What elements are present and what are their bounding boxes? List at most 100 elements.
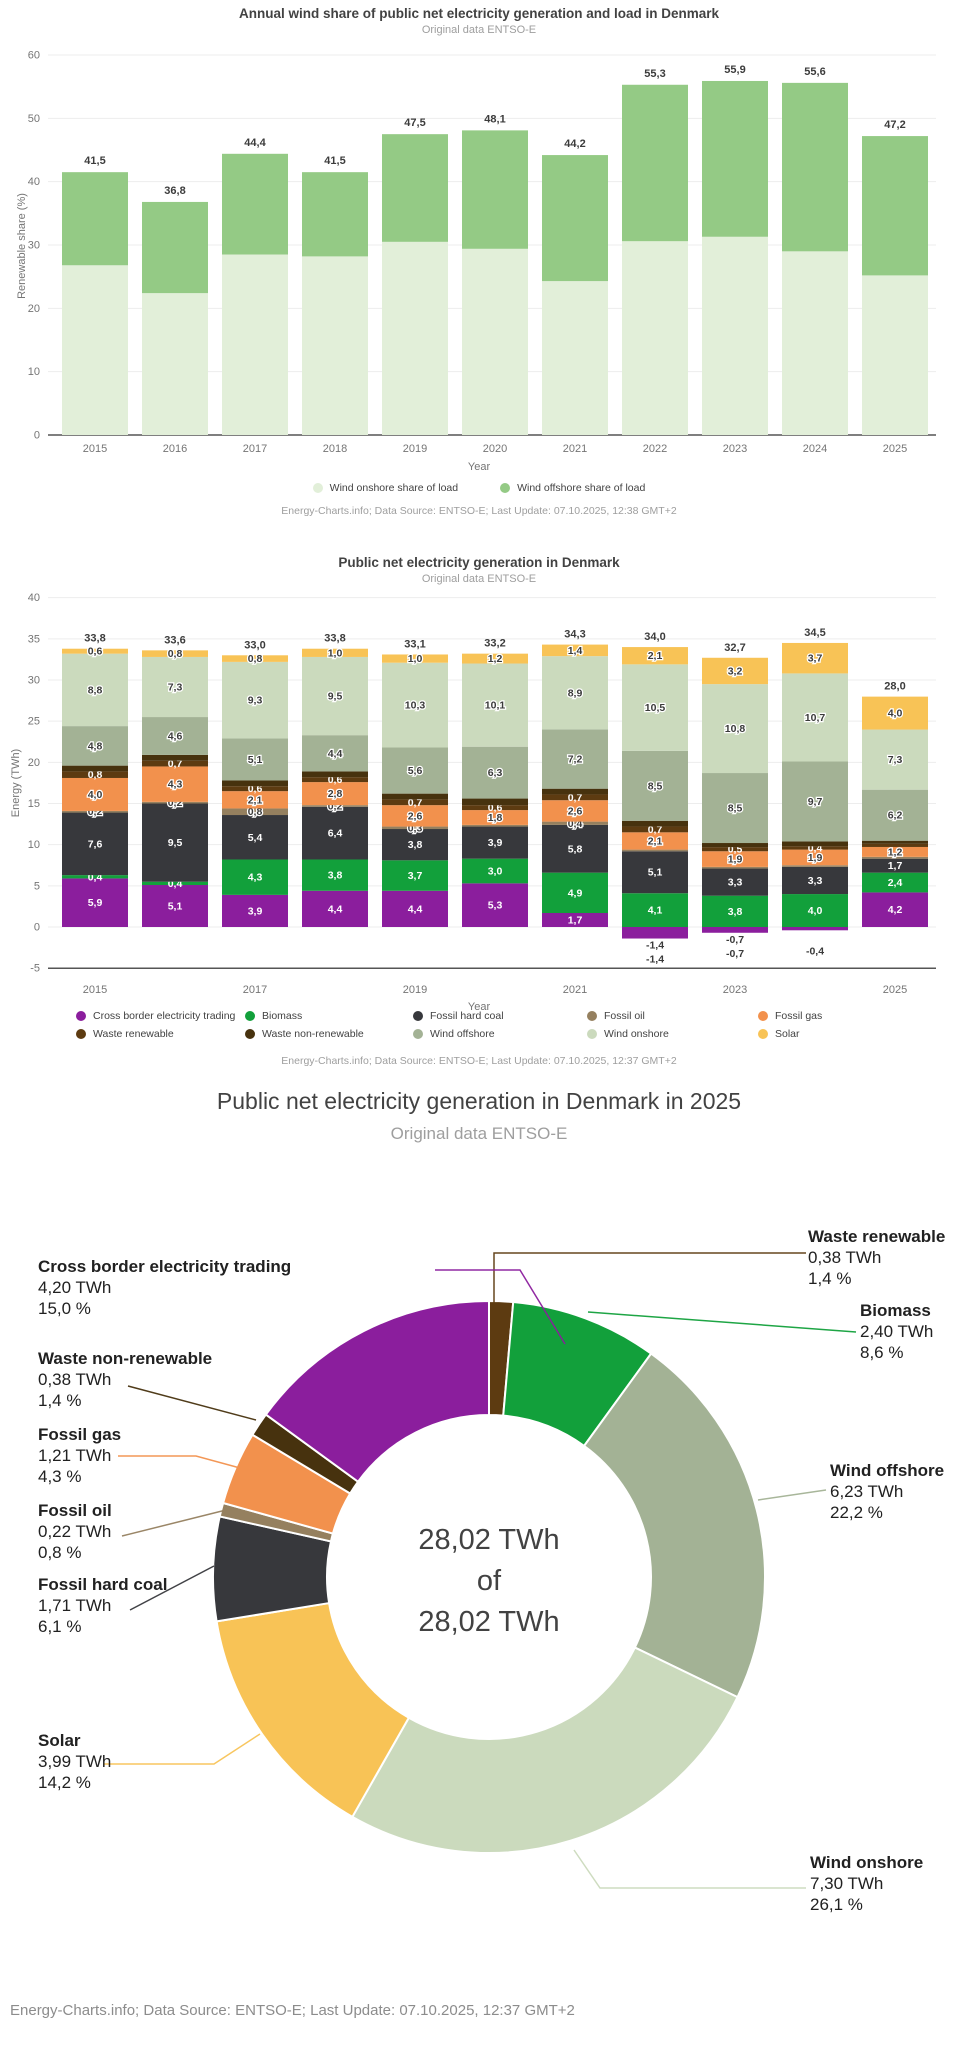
segment-2023-wind_offshore[interactable] xyxy=(702,773,768,844)
segment-2024-fossil_oil[interactable] xyxy=(782,865,848,867)
legend-item-cross_border[interactable]: Cross border electricity trading xyxy=(76,1010,235,1022)
segment-2018-wind_offshore[interactable] xyxy=(302,735,368,772)
segment-2016-biomass[interactable] xyxy=(142,881,208,886)
legend-item-wind_offshore[interactable]: Wind offshore xyxy=(413,1028,495,1040)
segment-2018-cross_border[interactable] xyxy=(302,890,368,927)
segment-2022-wind_offshore[interactable] xyxy=(622,750,688,821)
segment-2019-waste_renewable[interactable] xyxy=(382,799,448,806)
segment-2016-fossil_oil[interactable] xyxy=(142,801,208,804)
bar-2022-wind-offshore[interactable] xyxy=(622,84,688,242)
bar-2023-wind-onshore[interactable] xyxy=(702,236,768,435)
segment-2019-cross_border[interactable] xyxy=(382,890,448,927)
segment-2015-waste_non_renewable[interactable] xyxy=(62,765,128,772)
segment-2023-hard_coal[interactable] xyxy=(702,868,768,896)
segment-2024-wind_offshore[interactable] xyxy=(782,761,848,842)
segment-2017-cross_border[interactable] xyxy=(222,894,288,927)
segment-2022-biomass[interactable] xyxy=(622,893,688,927)
segment-2017-waste_renewable[interactable] xyxy=(222,786,288,792)
segment-2015-biomass[interactable] xyxy=(62,875,128,879)
segment-2021-wind_onshore[interactable] xyxy=(542,656,608,730)
segment-2020-fossil_gas[interactable] xyxy=(462,810,528,825)
segment-2018-biomass[interactable] xyxy=(302,859,368,891)
segment-2023-cross_border[interactable] xyxy=(702,927,768,933)
segment-2018-wind_onshore[interactable] xyxy=(302,656,368,736)
segment-2024-waste_renewable[interactable] xyxy=(782,846,848,850)
segment-2016-wind_onshore[interactable] xyxy=(142,656,208,718)
segment-2020-cross_border[interactable] xyxy=(462,883,528,927)
segment-2015-wind_onshore[interactable] xyxy=(62,653,128,727)
segment-2024-waste_non_renewable[interactable] xyxy=(782,841,848,847)
legend-item-biomass[interactable]: Biomass xyxy=(245,1010,302,1022)
bar-2021-wind-onshore[interactable] xyxy=(542,281,608,435)
segment-2021-biomass[interactable] xyxy=(542,872,608,914)
segment-2016-cross_border[interactable] xyxy=(142,885,208,927)
segment-2023-wind_onshore[interactable] xyxy=(702,684,768,774)
segment-2024-hard_coal[interactable] xyxy=(782,866,848,895)
segment-2022-wind_onshore[interactable] xyxy=(622,664,688,751)
legend-item-waste_non_renewable[interactable]: Waste non-renewable xyxy=(245,1028,364,1040)
legend-item-fossil_gas[interactable]: Fossil gas xyxy=(758,1010,822,1022)
segment-2020-hard_coal[interactable] xyxy=(462,826,528,859)
bar-2025-wind-onshore[interactable] xyxy=(862,275,928,435)
bar-2019-wind-offshore[interactable] xyxy=(382,134,448,242)
segment-2017-biomass[interactable] xyxy=(222,859,288,895)
segment-2019-hard_coal[interactable] xyxy=(382,829,448,861)
segment-2022-cross_border[interactable] xyxy=(622,927,688,939)
segment-2023-waste_non_renewable[interactable] xyxy=(702,843,768,848)
segment-2016-wind_offshore[interactable] xyxy=(142,717,208,755)
segment-2024-wind_onshore[interactable] xyxy=(782,673,848,762)
legend-item-wind-onshore-share-of-load[interactable]: Wind onshore share of load xyxy=(312,482,458,494)
segment-2015-waste_renewable[interactable] xyxy=(62,771,128,778)
segment-2021-fossil_gas[interactable] xyxy=(542,800,608,822)
segment-2025-wind_onshore[interactable] xyxy=(862,729,928,790)
segment-2021-waste_non_renewable[interactable] xyxy=(542,788,608,795)
segment-2015-cross_border[interactable] xyxy=(62,878,128,927)
legend-item-fossil_oil[interactable]: Fossil oil xyxy=(587,1010,645,1022)
segment-2016-waste_non_renewable[interactable] xyxy=(142,754,208,761)
segment-2025-wind_offshore[interactable] xyxy=(862,789,928,841)
segment-2024-biomass[interactable] xyxy=(782,894,848,927)
bar-2024-wind-offshore[interactable] xyxy=(782,82,848,252)
segment-2017-wind_onshore[interactable] xyxy=(222,661,288,739)
segment-2018-solar[interactable] xyxy=(302,648,368,657)
bar-2021-wind-offshore[interactable] xyxy=(542,155,608,282)
segment-2018-fossil_gas[interactable] xyxy=(302,782,368,806)
segment-2020-solar[interactable] xyxy=(462,653,528,664)
legend-item-solar[interactable]: Solar xyxy=(758,1028,800,1040)
segment-2025-waste_non_renewable[interactable] xyxy=(862,840,928,844)
segment-2025-fossil_gas[interactable] xyxy=(862,846,928,857)
bar-2015-wind-onshore[interactable] xyxy=(62,265,128,435)
segment-2024-fossil_gas[interactable] xyxy=(782,849,848,866)
segment-2021-wind_offshore[interactable] xyxy=(542,729,608,789)
segment-2022-waste_non_renewable[interactable] xyxy=(622,820,688,827)
segment-2016-hard_coal[interactable] xyxy=(142,803,208,882)
segment-2022-fossil_oil[interactable] xyxy=(622,849,688,852)
segment-2024-cross_border[interactable] xyxy=(782,927,848,931)
segment-2023-fossil_oil[interactable] xyxy=(702,866,768,869)
segment-2023-solar[interactable] xyxy=(702,657,768,685)
segment-2022-waste_renewable[interactable] xyxy=(622,826,688,833)
segment-2017-wind_offshore[interactable] xyxy=(222,738,288,781)
segment-2024-solar[interactable] xyxy=(782,642,848,674)
legend-item-hard_coal[interactable]: Fossil hard coal xyxy=(413,1010,504,1022)
segment-2016-solar[interactable] xyxy=(142,650,208,657)
segment-2017-fossil_gas[interactable] xyxy=(222,791,288,809)
segment-2025-solar[interactable] xyxy=(862,696,928,730)
segment-2025-fossil_oil[interactable] xyxy=(862,856,928,859)
segment-2015-hard_coal[interactable] xyxy=(62,812,128,876)
bar-2015-wind-offshore[interactable] xyxy=(62,172,128,266)
segment-2019-fossil_oil[interactable] xyxy=(382,826,448,830)
segment-2022-hard_coal[interactable] xyxy=(622,851,688,894)
bar-2020-wind-offshore[interactable] xyxy=(462,130,528,249)
segment-2019-biomass[interactable] xyxy=(382,860,448,891)
segment-2017-waste_non_renewable[interactable] xyxy=(222,780,288,787)
segment-2019-wind_offshore[interactable] xyxy=(382,747,448,794)
legend-item-wind-offshore-share-of-load[interactable]: Wind offshore share of load xyxy=(500,482,645,494)
segment-2025-cross_border[interactable] xyxy=(862,892,928,927)
legend-item-wind_onshore[interactable]: Wind onshore xyxy=(587,1028,669,1040)
segment-2020-wind_onshore[interactable] xyxy=(462,663,528,747)
segment-2018-waste_non_renewable[interactable] xyxy=(302,771,368,778)
donut-slice-cross_border[interactable] xyxy=(264,1300,490,1483)
segment-2019-wind_onshore[interactable] xyxy=(382,662,448,748)
segment-2022-fossil_gas[interactable] xyxy=(622,832,688,850)
